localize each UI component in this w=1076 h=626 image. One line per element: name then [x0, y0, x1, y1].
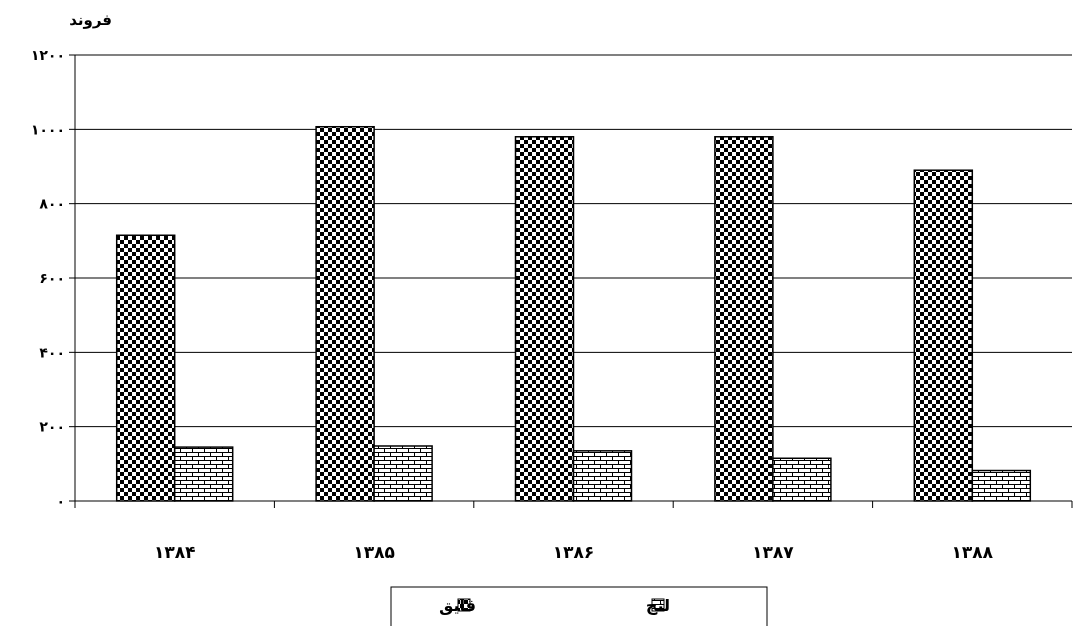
legend-box [390, 586, 768, 626]
y-tick-label: ۲۰۰ [39, 420, 65, 436]
x-tick-label: ۱۳۸۵ [353, 543, 395, 563]
x-tick-labels: ۱۳۸۴ ۱۳۸۵ ۱۳۸۶ ۱۳۸۷ ۱۳۸۸ [74, 501, 1073, 563]
y-tick-label: ۰ [56, 494, 65, 510]
legend-label-series-1: قایق [439, 596, 476, 615]
bar-series-2-3 [572, 450, 633, 502]
bar-series-2-4 [772, 457, 832, 502]
bar-series-2-2 [373, 445, 433, 502]
x-tick-label: ۱۳۸۶ [553, 543, 595, 563]
bar-series-2-5 [971, 469, 1032, 502]
x-tick-label: ۱۳۸۷ [752, 543, 794, 563]
y-axis-unit-label: فروند [69, 11, 112, 29]
y-tick-label: ۴۰۰ [39, 345, 65, 361]
bar-series-2-1 [173, 446, 234, 502]
legend-swatch-series-1 [457, 598, 471, 612]
x-tick-label: ۱۳۸۸ [952, 543, 994, 563]
bar-series-1-2 [315, 125, 375, 502]
y-tick-label: ۶۰۰ [39, 271, 65, 287]
bar-series-1-4 [714, 136, 774, 502]
y-tick-label: ۱۲۰۰ [31, 48, 65, 64]
legend-swatch-series-2 [651, 598, 665, 612]
legend-label-series-2: لنج [646, 596, 670, 615]
bars [115, 125, 1032, 502]
bar-series-1-1 [115, 234, 176, 502]
x-tick-label: ۱۳۸۴ [154, 543, 196, 563]
bar-series-1-3 [514, 136, 575, 502]
y-tick-labels: ۰ ۲۰۰ ۴۰۰ ۶۰۰ ۸۰۰ ۱۰۰۰ ۱۲۰۰ [31, 48, 75, 510]
bar-series-1-5 [913, 169, 974, 502]
legend: قایق لنج [390, 586, 768, 626]
y-tick-label: ۸۰۰ [39, 197, 65, 213]
y-tick-label: ۱۰۰۰ [31, 122, 65, 138]
